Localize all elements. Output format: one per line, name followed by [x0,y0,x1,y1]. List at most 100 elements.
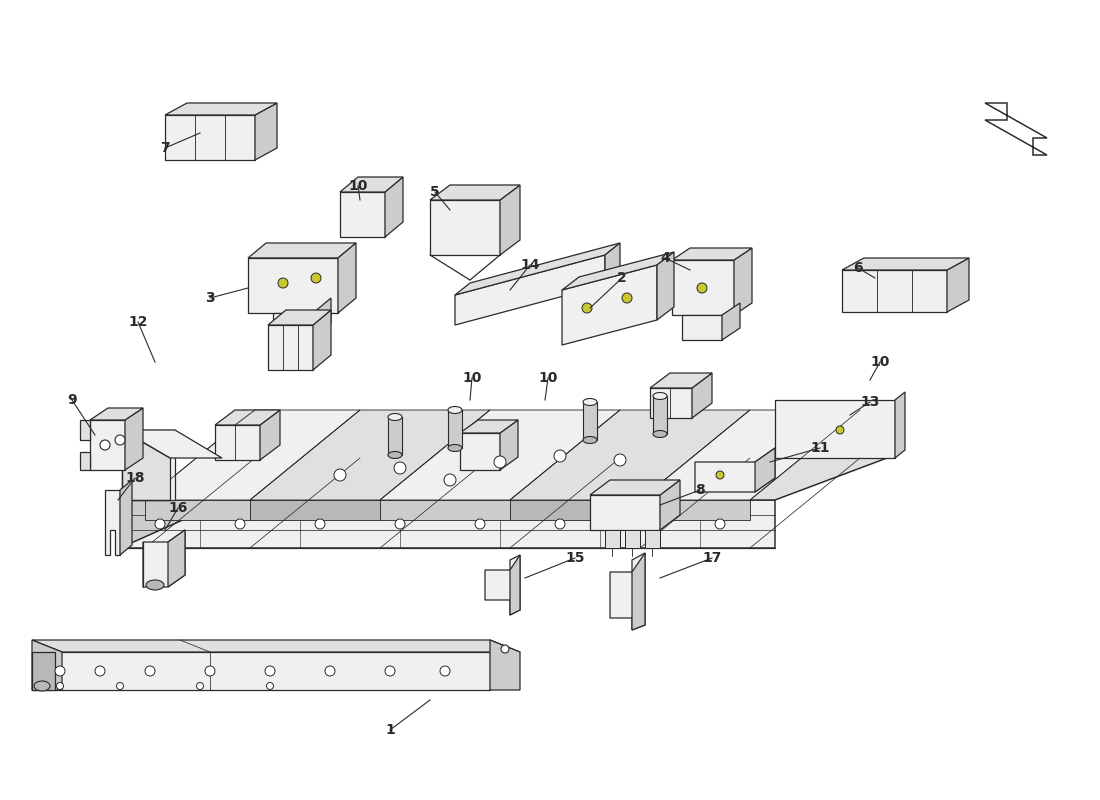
Text: 4: 4 [660,251,670,265]
Polygon shape [273,313,314,338]
Polygon shape [947,258,969,312]
Polygon shape [448,410,462,448]
Polygon shape [510,410,750,500]
Polygon shape [510,500,640,520]
Circle shape [334,469,346,481]
Polygon shape [250,410,490,500]
Polygon shape [250,500,380,520]
Polygon shape [80,452,90,470]
Circle shape [265,666,275,676]
Polygon shape [562,265,657,345]
Polygon shape [625,530,640,548]
Polygon shape [340,192,385,237]
Polygon shape [510,555,520,615]
Circle shape [836,426,844,434]
Circle shape [440,666,450,676]
Polygon shape [214,410,280,425]
Circle shape [715,519,725,529]
Text: 17: 17 [702,551,722,565]
Ellipse shape [653,430,667,438]
Polygon shape [657,252,674,320]
Polygon shape [90,420,125,470]
Polygon shape [500,185,520,255]
Polygon shape [605,530,620,548]
Polygon shape [490,640,520,690]
Polygon shape [610,553,645,630]
Polygon shape [122,430,170,500]
Circle shape [395,519,405,529]
Circle shape [556,519,565,529]
Polygon shape [120,458,887,500]
Polygon shape [268,325,313,370]
Polygon shape [632,553,645,630]
Polygon shape [682,315,722,340]
Polygon shape [145,500,250,520]
Polygon shape [32,640,520,652]
Ellipse shape [146,580,164,590]
Polygon shape [122,430,175,500]
Polygon shape [268,310,331,325]
Circle shape [635,519,645,529]
Text: 10: 10 [538,371,558,385]
Circle shape [155,519,165,529]
Circle shape [716,471,724,479]
Polygon shape [734,248,752,315]
Circle shape [582,303,592,313]
Text: 10: 10 [870,355,890,369]
Text: 6: 6 [854,261,862,275]
Polygon shape [145,410,360,500]
Polygon shape [500,420,518,470]
Polygon shape [32,640,62,690]
Polygon shape [32,652,489,690]
Polygon shape [455,255,605,325]
Polygon shape [248,258,338,313]
Text: 13: 13 [860,395,880,409]
Polygon shape [168,530,185,587]
Circle shape [500,645,509,653]
Polygon shape [388,417,401,455]
Circle shape [55,666,65,676]
Circle shape [205,666,214,676]
Text: 5: 5 [430,185,440,199]
Polygon shape [104,490,120,555]
Circle shape [311,273,321,283]
Circle shape [614,454,626,466]
Polygon shape [562,252,674,290]
Polygon shape [379,500,510,520]
Circle shape [494,456,506,468]
Polygon shape [314,298,331,338]
Circle shape [145,666,155,676]
Polygon shape [314,310,331,370]
Text: 3: 3 [206,291,214,305]
Ellipse shape [583,437,597,443]
Circle shape [100,440,110,450]
Circle shape [278,278,288,288]
Text: 8: 8 [695,483,705,497]
Ellipse shape [388,414,401,421]
Polygon shape [590,495,660,530]
Circle shape [394,462,406,474]
Circle shape [315,519,324,529]
Polygon shape [590,480,680,495]
Polygon shape [895,392,905,458]
Polygon shape [776,400,895,458]
Polygon shape [640,410,860,500]
Polygon shape [755,448,775,492]
Circle shape [266,682,274,690]
Polygon shape [430,185,520,200]
Polygon shape [32,652,55,690]
Ellipse shape [448,445,462,451]
Polygon shape [125,408,143,470]
Polygon shape [842,258,969,270]
Polygon shape [338,243,356,313]
Ellipse shape [388,451,401,458]
Polygon shape [430,200,500,255]
Polygon shape [122,430,222,458]
Polygon shape [260,410,280,460]
Polygon shape [583,402,597,440]
Polygon shape [385,177,403,237]
Polygon shape [650,373,712,388]
Text: 2: 2 [617,271,627,285]
Polygon shape [143,530,185,587]
Ellipse shape [583,398,597,406]
